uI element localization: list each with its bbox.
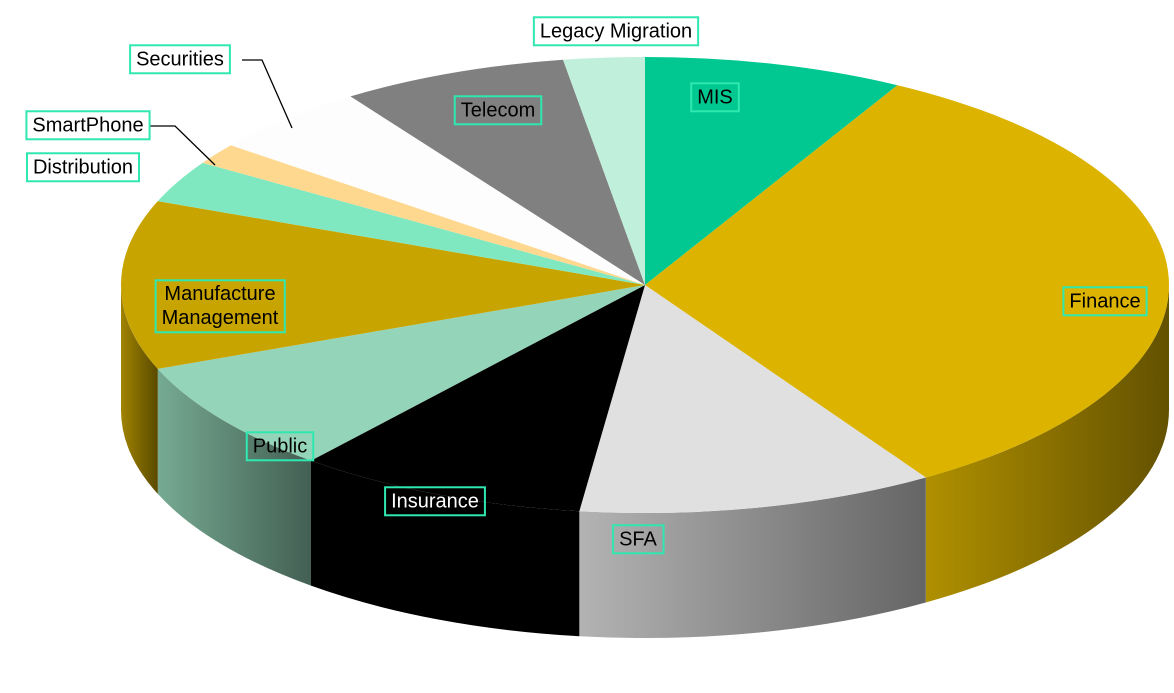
- leader-line: [150, 125, 216, 166]
- label-box: [612, 524, 665, 555]
- slice: [579, 285, 926, 513]
- label-box: [1062, 286, 1148, 317]
- slice-label: Manufacture Management: [162, 283, 279, 329]
- label-box: [245, 431, 315, 462]
- label-box: [532, 16, 700, 47]
- slice-label: Distribution: [33, 156, 133, 178]
- slice-label: Finance: [1069, 290, 1140, 312]
- slice-label: SmartPhone: [32, 114, 143, 136]
- leader-line: [242, 59, 293, 129]
- slice-label: Legacy Migration: [540, 20, 692, 42]
- slice-label: Telecom: [461, 99, 535, 121]
- slice: [120, 201, 645, 369]
- slice-side: [310, 460, 580, 637]
- label-box: [25, 110, 151, 141]
- slice: [157, 285, 645, 461]
- slice-label: MIS: [697, 86, 733, 108]
- slice-label: Public: [253, 435, 307, 457]
- slice: [310, 285, 645, 512]
- label-box: [129, 44, 231, 75]
- label-box: [690, 82, 740, 113]
- slice: [645, 85, 1169, 478]
- top-faces: [120, 57, 1169, 513]
- slice: [157, 162, 645, 285]
- label-box: [25, 152, 141, 183]
- slice: [202, 145, 645, 285]
- slice-side: [157, 368, 311, 586]
- label-box: [154, 279, 286, 334]
- slice: [350, 59, 645, 285]
- slice-side: [925, 285, 1169, 603]
- side-faces: [121, 285, 1169, 638]
- label-box: [384, 486, 486, 517]
- slice: [645, 57, 898, 285]
- slice-label: Securities: [136, 48, 224, 70]
- slice: [230, 96, 645, 285]
- slice-label: Insurance: [391, 490, 479, 512]
- slice-side: [121, 285, 158, 494]
- slice-label: SFA: [619, 528, 657, 550]
- slice-side: [579, 477, 926, 638]
- slice: [563, 57, 645, 285]
- label-box: [453, 95, 543, 126]
